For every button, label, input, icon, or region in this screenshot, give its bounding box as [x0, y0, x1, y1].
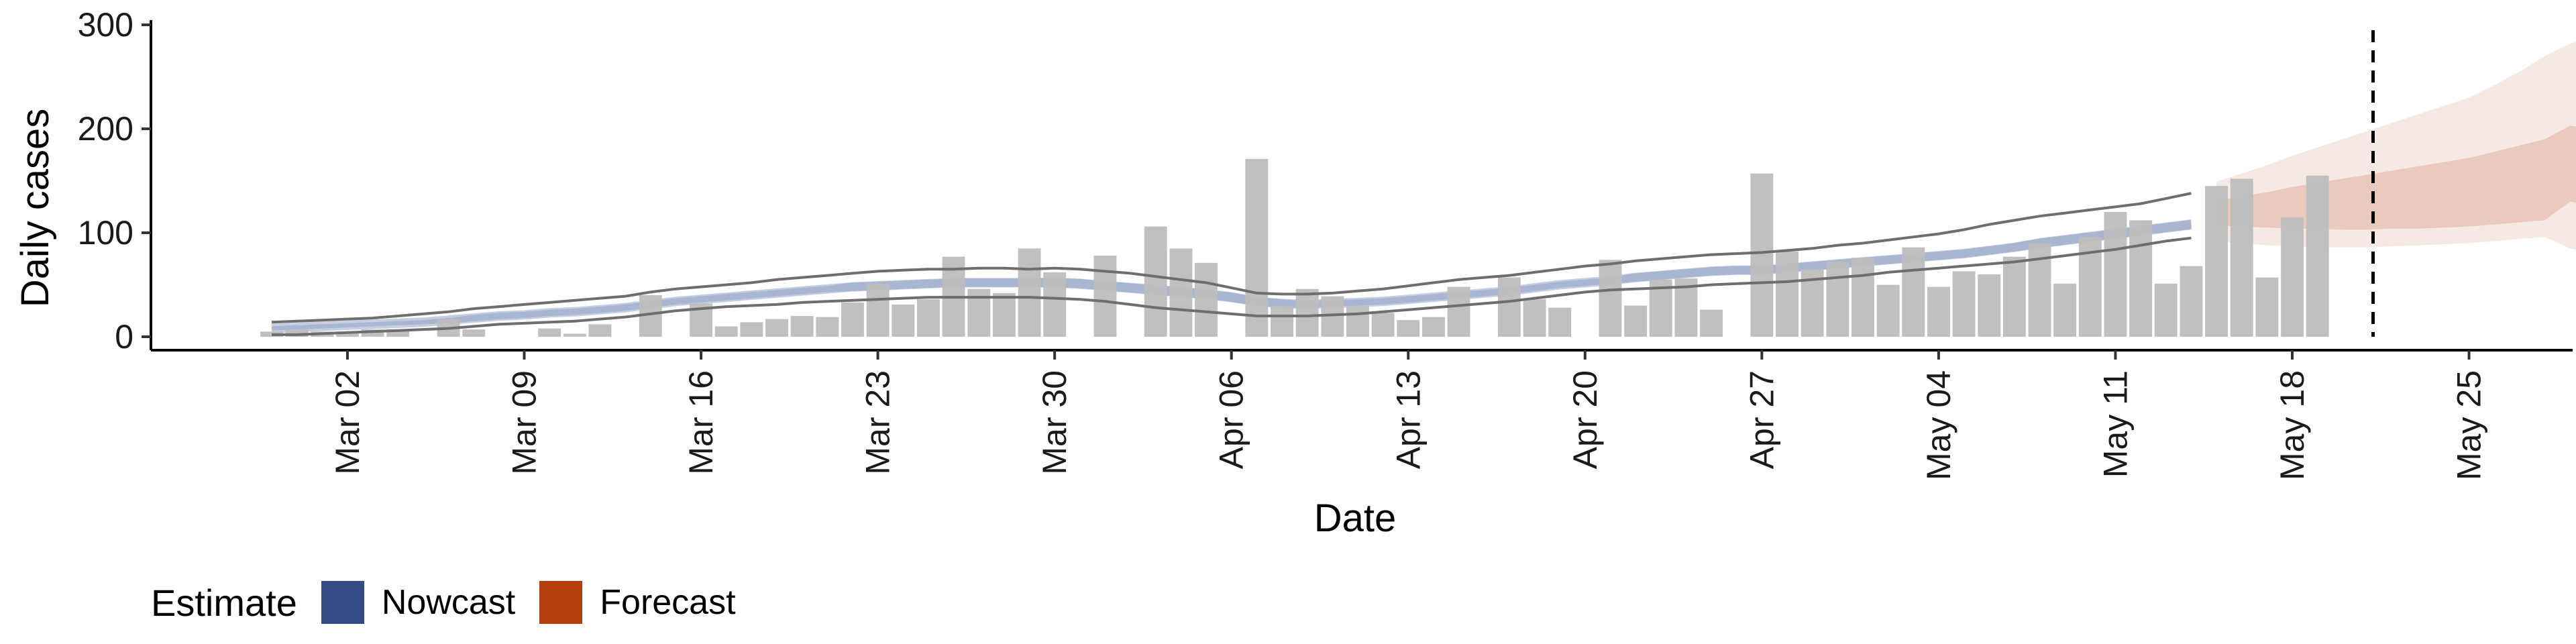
bar	[816, 317, 839, 337]
bar	[866, 283, 890, 337]
x-tick-label: Apr 13	[1389, 370, 1427, 469]
x-tick-label: May 25	[2451, 370, 2488, 480]
bar	[386, 329, 410, 337]
bar	[2180, 266, 2203, 337]
bar	[1195, 262, 1218, 337]
x-tick-label: Apr 20	[1566, 370, 1604, 469]
legend-title: Estimate	[151, 581, 297, 624]
bar	[2104, 212, 2127, 337]
bar	[1978, 274, 2001, 337]
bar	[2154, 283, 2178, 337]
x-tick-label: Mar 02	[329, 370, 366, 475]
legend-key-nowcast	[321, 581, 364, 624]
bar	[1927, 286, 1950, 337]
bar	[285, 329, 309, 337]
bar	[1093, 256, 1117, 337]
x-tick-label: Mar 16	[682, 370, 720, 475]
y-tick-label: 300	[78, 6, 133, 44]
y-axis-title: Daily cases	[13, 109, 57, 308]
bar	[2255, 277, 2279, 337]
bar	[1295, 288, 1319, 337]
bar	[1952, 271, 1976, 337]
bar	[336, 331, 359, 337]
bar	[1144, 226, 1167, 337]
x-tick-label: May 18	[2273, 370, 2311, 480]
bar	[1271, 305, 1293, 337]
bar	[1523, 299, 1546, 337]
nowcast-lower-line	[272, 236, 2192, 336]
legend-key-forecast	[539, 581, 583, 624]
bar	[1422, 317, 1445, 337]
x-tick-label: Apr 27	[1743, 370, 1780, 469]
bar	[1750, 173, 1774, 337]
bar	[1497, 277, 1521, 337]
bar	[1245, 158, 1269, 337]
legend-label-forecast: Forecast	[600, 583, 736, 622]
bar	[1902, 247, 1925, 337]
bar	[1018, 248, 1041, 337]
bar	[2129, 220, 2153, 337]
lines-layer	[271, 30, 2375, 337]
y-tick-label: 200	[78, 110, 133, 148]
bar	[714, 326, 738, 337]
bands-layer	[271, 41, 2576, 333]
bar	[1447, 286, 1470, 337]
x-tick-label: Mar 09	[506, 370, 543, 475]
bar	[790, 316, 814, 337]
axes-layer: 0 100 200 300 Mar 02 Mar 09 Mar 16 Mar 23 Mar 30…	[78, 6, 2573, 480]
bar	[841, 302, 864, 337]
x-tick-label: May 11	[2096, 370, 2134, 478]
legend: Estimate Nowcast Forecast	[151, 578, 760, 627]
bar	[1776, 251, 1799, 337]
bar	[538, 328, 561, 337]
bar	[2205, 186, 2228, 337]
legend-label-nowcast: Nowcast	[381, 583, 516, 622]
bar	[1548, 307, 1572, 337]
bar	[2230, 178, 2253, 337]
bar	[1043, 272, 1067, 337]
bar	[2281, 217, 2304, 337]
bar	[1371, 313, 1395, 337]
nowcast-inner-band	[272, 219, 2192, 331]
y-tick-label: 0	[115, 318, 133, 356]
x-tick-label: Mar 23	[859, 370, 897, 475]
x-tick-label: May 04	[1920, 370, 1957, 480]
bar	[740, 322, 763, 337]
x-axis-title: Date	[1314, 496, 1397, 540]
bar	[917, 299, 940, 337]
bar	[1397, 320, 1420, 337]
bar	[765, 319, 788, 337]
bars-layer	[260, 158, 2329, 337]
bar	[1876, 284, 1900, 337]
bar	[588, 324, 612, 337]
bar	[1826, 262, 1849, 337]
x-tick-label: Mar 30	[1036, 370, 1073, 475]
bar	[1346, 305, 1369, 337]
bar	[2002, 256, 2026, 337]
bar	[1851, 258, 1874, 337]
bar	[1599, 260, 1622, 337]
nowcast-upper-line	[271, 192, 2192, 324]
y-tick-label: 100	[78, 214, 133, 252]
bar	[462, 329, 486, 337]
bar	[1169, 248, 1193, 337]
bar	[1700, 309, 1723, 337]
x-tick-label: Apr 06	[1213, 370, 1250, 469]
bar	[2053, 283, 2077, 337]
bar	[992, 292, 1016, 337]
bar	[563, 333, 586, 337]
bar	[1624, 305, 1648, 337]
bar	[2306, 175, 2329, 337]
bar	[892, 304, 915, 337]
bar	[361, 329, 384, 337]
